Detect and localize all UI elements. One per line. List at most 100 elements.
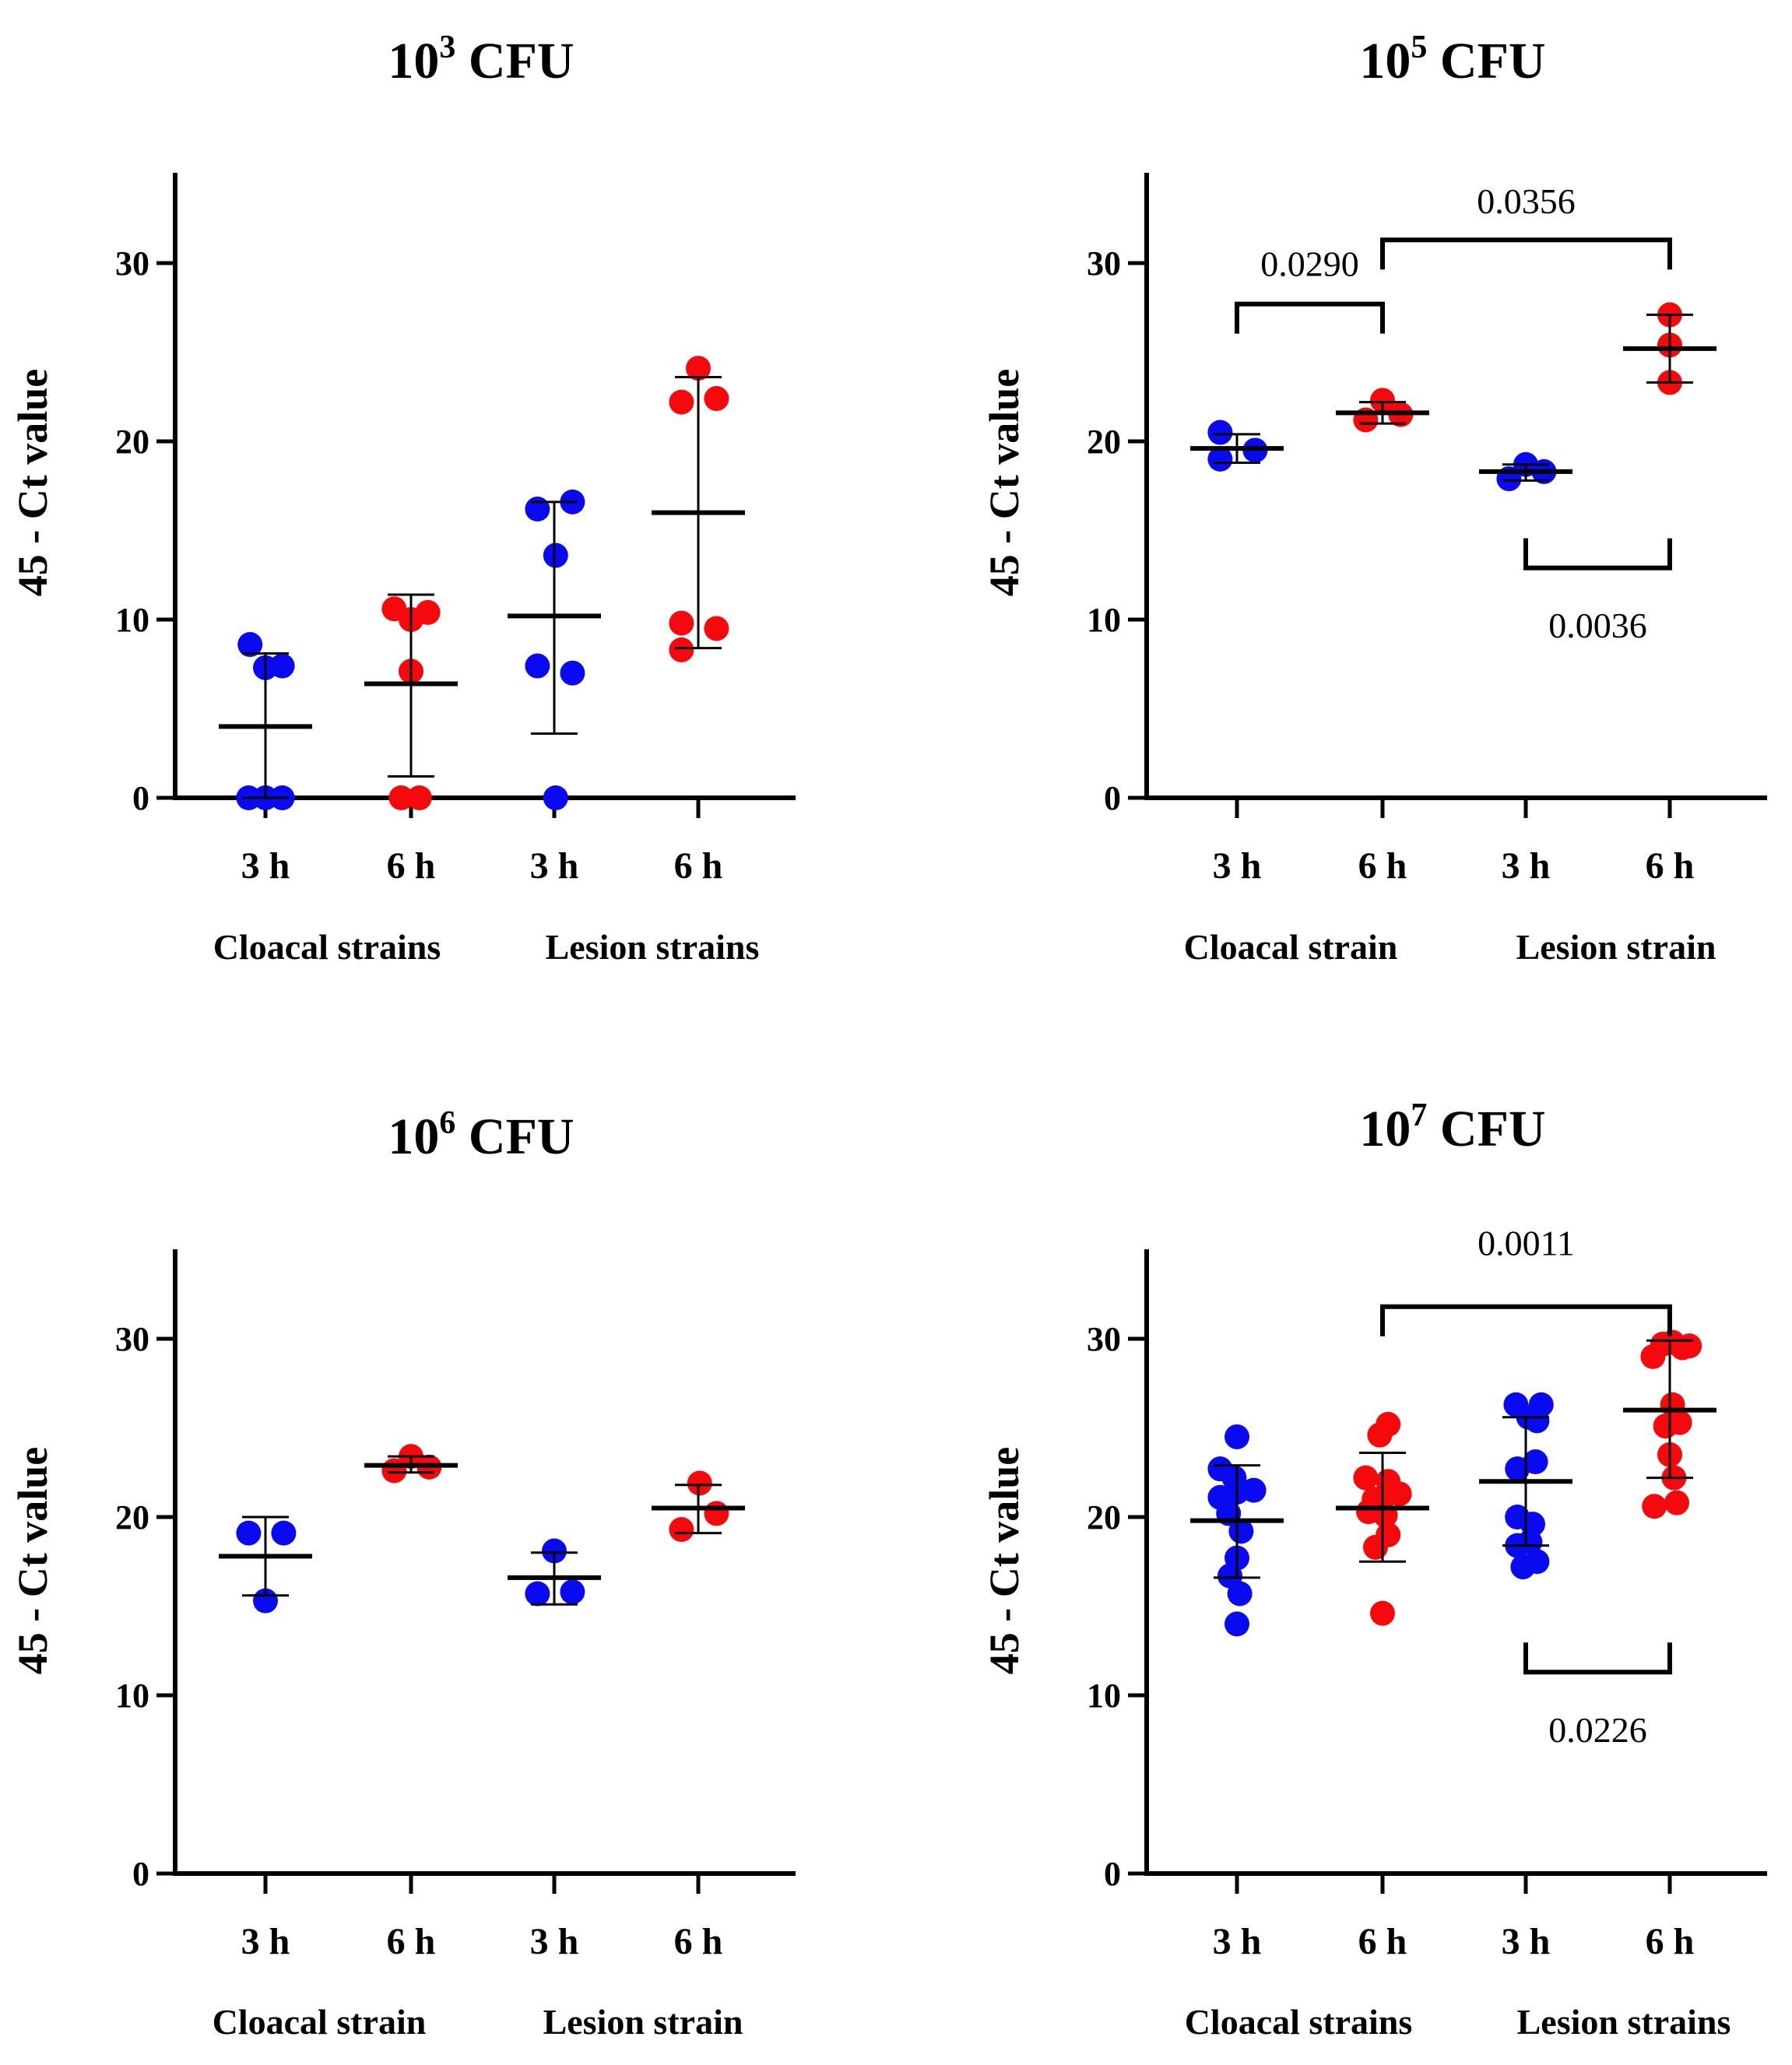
x-category-label: 3 h (1502, 1921, 1551, 1962)
y-tick-label: 10 (115, 601, 149, 639)
data-point (1227, 1581, 1253, 1607)
series-group (1623, 1329, 1716, 1519)
series-group (652, 356, 745, 662)
chart-title: 103 CFU (388, 30, 574, 90)
data-point (1363, 1534, 1388, 1560)
data-point (1370, 1600, 1395, 1626)
series-group (652, 1470, 745, 1543)
y-axis-label: 45 - Ct value (981, 1447, 1028, 1674)
data-point (1228, 1519, 1254, 1544)
data-point (669, 637, 694, 662)
data-point (543, 785, 568, 810)
series-group (1190, 420, 1284, 472)
data-point (1207, 420, 1233, 445)
series-group (1479, 1392, 1572, 1580)
y-tick-label: 0 (1104, 779, 1121, 817)
x-category-label: 6 h (387, 1921, 436, 1962)
data-point (542, 1538, 567, 1564)
series-group (364, 1444, 458, 1484)
y-axis-label: 45 - Ct value (9, 1447, 56, 1674)
x-category-label: 6 h (387, 845, 436, 887)
data-point (1642, 1494, 1667, 1519)
data-point (1524, 1549, 1550, 1575)
title-unit: CFU (455, 33, 574, 90)
data-point (415, 599, 441, 625)
data-point (1225, 1424, 1249, 1449)
x-category-label: 6 h (674, 845, 723, 887)
data-point (1367, 1422, 1393, 1448)
series-group (508, 489, 601, 810)
group-label: Cloacal strain (1184, 927, 1398, 967)
data-point (1667, 1410, 1692, 1435)
group-label: Cloacal strains (1185, 2002, 1413, 2042)
y-tick-label: 30 (115, 1320, 149, 1358)
y-tick-label: 30 (1087, 1320, 1121, 1358)
x-category-label: 6 h (1646, 845, 1695, 887)
data-point (1241, 1477, 1267, 1503)
significance-bracket (1523, 1642, 1672, 1675)
title-base: 10 (388, 33, 439, 90)
x-category-label: 3 h (241, 845, 290, 887)
title-base: 10 (388, 1108, 439, 1165)
p-value-label: 0.0290 (1260, 244, 1359, 283)
data-point (686, 356, 711, 381)
data-point (1207, 446, 1233, 472)
title-exponent: 7 (1411, 1097, 1427, 1133)
chart-title: 107 CFU (1359, 1097, 1545, 1157)
group-label: Lesion strains (546, 927, 760, 967)
data-point (236, 1520, 262, 1546)
data-point (525, 653, 550, 679)
group-label: Cloacal strains (213, 927, 441, 967)
data-point (1386, 1481, 1412, 1507)
title-base: 10 (1359, 1101, 1411, 1157)
data-point (525, 497, 550, 522)
group-label: Cloacal strain (213, 2002, 427, 2042)
y-tick-label: 10 (1087, 1677, 1121, 1715)
y-axis-label: 45 - Ct value (981, 369, 1028, 596)
chart-title: 105 CFU (1359, 30, 1545, 90)
group-label: Lesion strain (543, 2002, 743, 2042)
series-group (219, 632, 312, 810)
data-point (1524, 1408, 1550, 1434)
x-category-label: 3 h (1502, 845, 1551, 887)
data-point (543, 543, 568, 568)
data-point (271, 1520, 297, 1546)
data-point (388, 785, 414, 810)
data-point (1370, 388, 1395, 413)
p-value-label: 0.0036 (1548, 606, 1647, 645)
y-tick-label: 20 (1087, 1498, 1121, 1536)
y-tick-label: 10 (1087, 601, 1121, 639)
data-point (560, 1579, 585, 1605)
significance-bracket (1380, 237, 1672, 270)
data-point (1677, 1333, 1702, 1359)
data-point (560, 660, 585, 686)
y-tick-label: 0 (132, 779, 149, 817)
series-group (508, 1538, 601, 1607)
data-point (669, 389, 694, 415)
significance-bracket (1523, 538, 1672, 571)
title-unit: CFU (455, 1108, 574, 1165)
data-point (1505, 1456, 1530, 1482)
group-label: Lesion strains (1517, 2002, 1731, 2042)
x-category-label: 3 h (241, 1921, 290, 1962)
title-exponent: 6 (439, 1105, 455, 1141)
x-category-label: 3 h (530, 1921, 579, 1962)
data-point (704, 1501, 729, 1526)
series-group (219, 1515, 312, 1614)
y-tick-label: 20 (115, 423, 149, 461)
series-group (1336, 1411, 1429, 1626)
series-group (1336, 388, 1429, 433)
data-point (687, 1470, 712, 1496)
data-point (525, 1581, 550, 1607)
y-tick-label: 10 (115, 1677, 149, 1715)
p-value-label: 0.0011 (1478, 1224, 1575, 1263)
data-point (669, 1517, 694, 1543)
x-category-label: 6 h (1358, 845, 1407, 887)
series-group (1479, 451, 1572, 492)
p-value-label: 0.0356 (1477, 181, 1576, 221)
x-category-label: 6 h (1358, 1921, 1407, 1962)
data-point (1353, 1465, 1379, 1491)
significance-bracket (1235, 301, 1385, 334)
